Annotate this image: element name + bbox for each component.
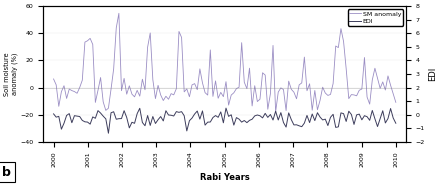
EDI xyxy=(330,113,336,116)
SM anomaly xyxy=(51,78,56,80)
Line: SM anomaly: SM anomaly xyxy=(53,13,396,112)
Y-axis label: EDI: EDI xyxy=(428,67,437,81)
Legend: SM anomaly, EDI: SM anomaly, EDI xyxy=(348,9,403,26)
EDI xyxy=(93,117,98,119)
EDI xyxy=(80,119,85,121)
SM anomaly xyxy=(333,45,338,47)
EDI xyxy=(168,114,174,116)
EDI xyxy=(158,116,163,118)
SM anomaly xyxy=(330,82,336,85)
SM anomaly xyxy=(393,101,399,103)
SM anomaly xyxy=(116,12,122,15)
EDI xyxy=(393,122,399,124)
EDI xyxy=(333,126,338,129)
Text: b: b xyxy=(2,166,11,179)
EDI xyxy=(51,113,56,115)
Line: EDI: EDI xyxy=(53,108,396,133)
EDI xyxy=(223,107,228,109)
SM anomaly xyxy=(80,79,85,81)
X-axis label: Rabi Years: Rabi Years xyxy=(200,173,250,182)
SM anomaly xyxy=(168,92,174,95)
SM anomaly xyxy=(93,101,98,104)
Y-axis label: Soil moisture
anomaly (%): Soil moisture anomaly (%) xyxy=(4,52,18,96)
SM anomaly xyxy=(158,94,163,96)
EDI xyxy=(106,132,111,134)
SM anomaly xyxy=(273,111,278,113)
